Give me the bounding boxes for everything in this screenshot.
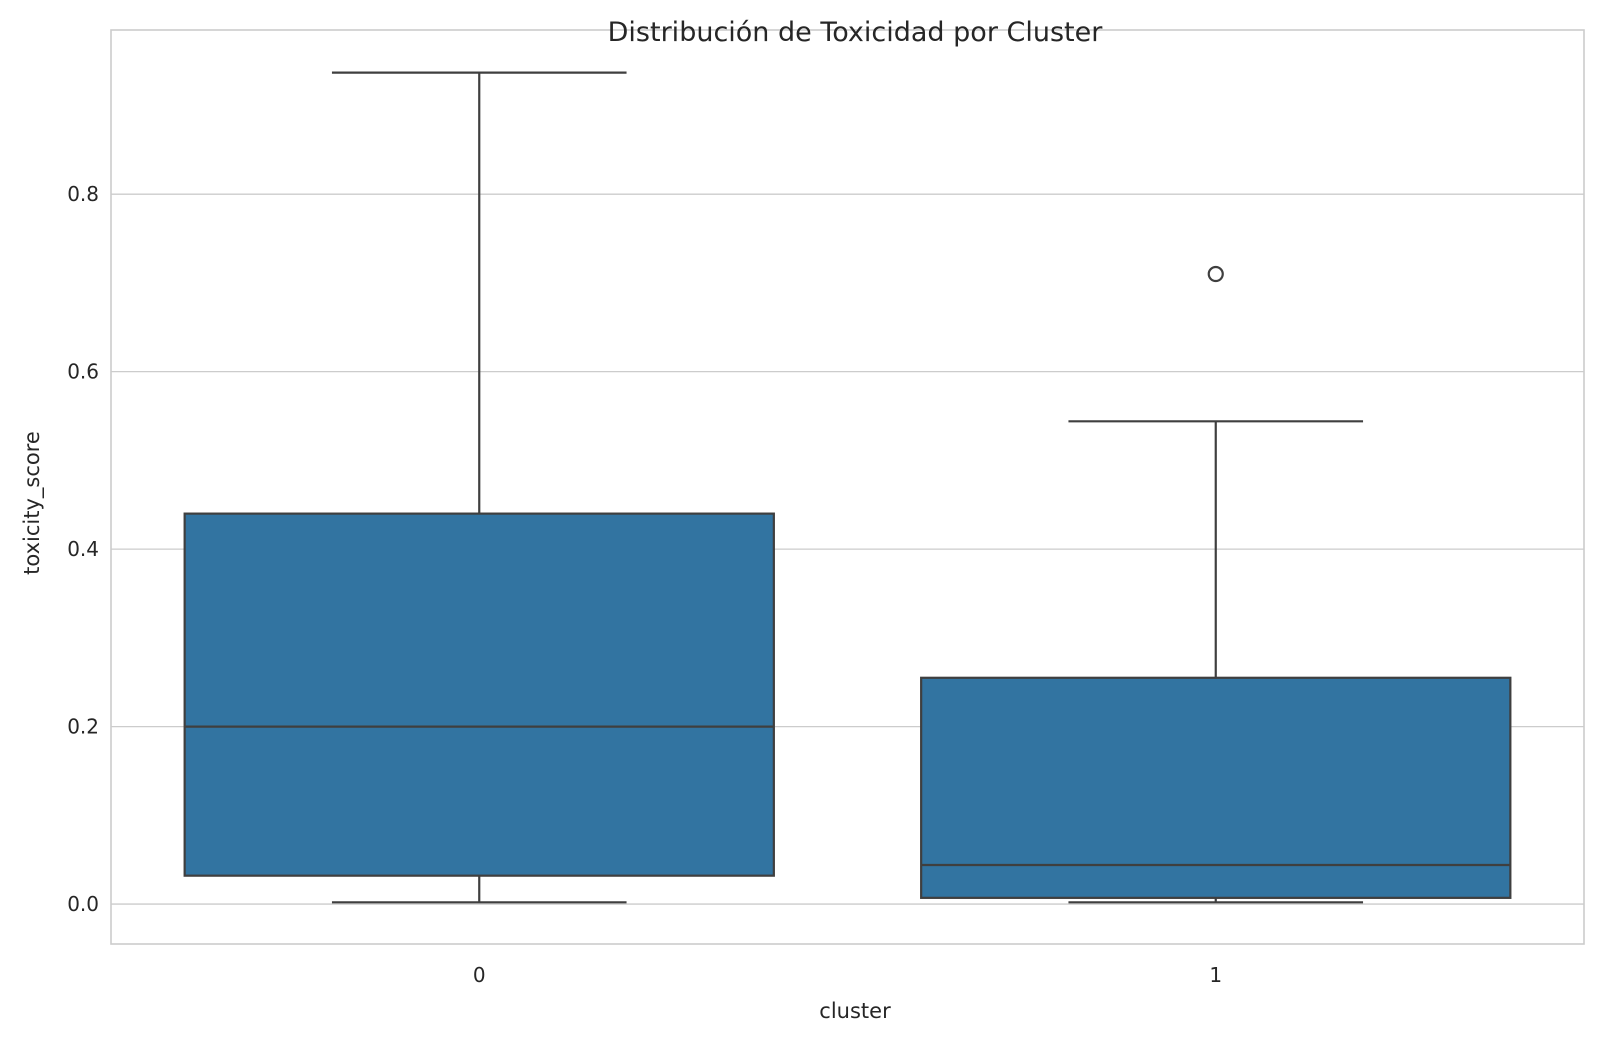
x-axis-label: cluster xyxy=(819,999,891,1023)
x-tick-label: 1 xyxy=(1209,963,1222,987)
x-tick-label: 0 xyxy=(473,963,486,987)
y-tick-labels: 0.0 0.2 0.4 0.6 0.8 xyxy=(67,182,99,916)
boxes xyxy=(183,71,1512,904)
y-tick-label: 0.2 xyxy=(67,715,99,739)
outlier-point xyxy=(1207,265,1224,283)
chart-title: Distribución de Toxicidad por Cluster xyxy=(608,17,1104,48)
y-tick-label: 0.8 xyxy=(67,182,99,206)
box-group-cluster-0 xyxy=(183,71,775,904)
box-group-cluster-1 xyxy=(920,265,1512,904)
iqr-box xyxy=(183,512,775,877)
plot-frame xyxy=(110,29,1585,945)
iqr-box xyxy=(920,676,1512,899)
y-tick-label: 0.0 xyxy=(67,892,99,916)
y-axis-label: toxicity_score xyxy=(20,431,45,575)
y-tick-label: 0.4 xyxy=(67,537,99,561)
y-tick-label: 0.6 xyxy=(67,360,99,384)
